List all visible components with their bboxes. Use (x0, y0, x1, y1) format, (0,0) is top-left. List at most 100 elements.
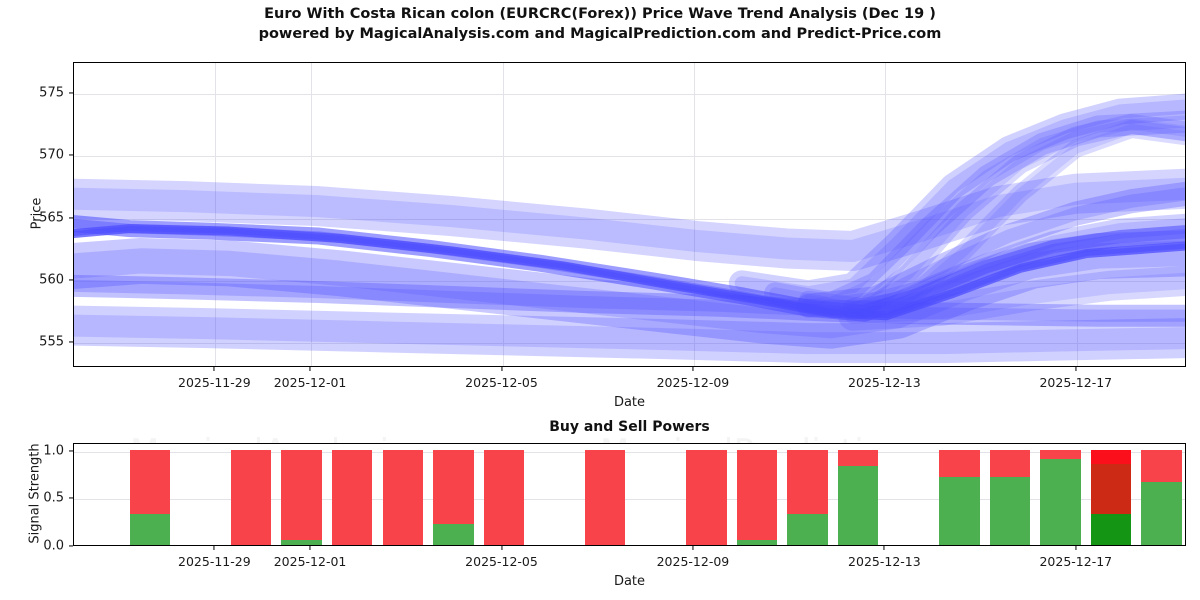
buy-power-segment (736, 540, 778, 545)
x-tick-label: 2025-12-05 (465, 375, 538, 390)
gridline (74, 94, 1185, 96)
sell-power-segment (584, 449, 626, 545)
wave-band-core (74, 177, 1185, 262)
figure-title: Euro With Costa Rican colon (EURCRC(Fore… (0, 4, 1200, 44)
x-tick-label: 2025-12-09 (656, 554, 730, 569)
wave-band (764, 110, 1185, 315)
y-tick-mark (69, 92, 73, 94)
buy-power-segment (989, 477, 1031, 545)
buy-power-segment (787, 514, 828, 545)
wave-band-core (74, 226, 1185, 319)
buy-sell-bar[interactable] (939, 449, 980, 545)
x-tick-mark (692, 546, 694, 550)
buy-sell-bar[interactable] (686, 449, 727, 545)
buy-sell-bar[interactable] (736, 449, 778, 545)
buy-power-segment (1040, 459, 1081, 545)
wave-band (843, 213, 1185, 319)
x-tick-label: 2025-12-05 (465, 554, 538, 569)
buy-sell-bar[interactable] (230, 449, 272, 545)
price-wave-y-axis-label: Price (29, 197, 45, 229)
buy-sell-powers-x-axis-label: Date (613, 574, 646, 589)
price-wave-plot-area (73, 62, 1186, 367)
gridline (74, 451, 1185, 453)
y-tick-label: 0.0 (43, 538, 64, 554)
buy-sell-bar[interactable] (281, 449, 322, 545)
buy-sell-bar[interactable] (332, 449, 373, 545)
gridline (74, 218, 1185, 220)
wave-band (728, 93, 1185, 307)
wave-band-core (734, 99, 1185, 301)
buy-power-segment (837, 465, 879, 545)
wave-band (796, 181, 1185, 318)
x-tick-label: 2025-12-09 (656, 375, 730, 390)
sell-power-segment (939, 449, 980, 478)
wave-band (798, 114, 1185, 319)
buy-sell-bar[interactable] (129, 449, 171, 545)
wave-band-core (74, 279, 1185, 322)
y-tick-label: 560 (39, 272, 64, 288)
buy-sell-bar[interactable] (989, 449, 1031, 545)
x-tick-mark (692, 367, 694, 371)
y-tick-label: 575 (39, 85, 64, 101)
buy-power-segment (1141, 482, 1182, 545)
buy-sell-bar[interactable] (1040, 449, 1081, 545)
x-tick-label: 2025-12-01 (273, 375, 347, 390)
buy-sell-bar[interactable] (1141, 449, 1182, 545)
y-tick-label: 1.0 (43, 443, 64, 459)
buy-sell-bar[interactable] (787, 449, 828, 545)
buy-power-segment (129, 514, 171, 545)
sell-power-segment (1090, 449, 1132, 515)
price-wave-panel: 555 560 565 570 575 2025-11-29 2025-12-01 2025… (29, 62, 1186, 410)
wave-band-core (803, 118, 1185, 314)
gridline (74, 499, 1185, 501)
x-tick-mark (883, 367, 885, 371)
buy-power-segment (939, 477, 980, 545)
y-tick-mark (69, 341, 73, 343)
x-tick-label: 2025-12-17 (1039, 554, 1113, 569)
sell-power-segment (382, 449, 424, 545)
price-wave-x-axis-label: Date (613, 395, 646, 410)
buy-sell-bar[interactable] (584, 449, 626, 545)
wave-band (74, 305, 1185, 364)
x-tick-label: 2025-12-13 (848, 554, 921, 569)
gridline (311, 63, 313, 366)
sell-power-segment (483, 449, 525, 545)
x-tick-mark (1075, 546, 1077, 550)
y-tick-mark (69, 279, 73, 281)
gridline (502, 63, 504, 366)
x-tick-label: 2025-12-17 (1039, 375, 1113, 390)
price-wave-bands (74, 93, 1185, 364)
sell-power-segment (230, 449, 272, 545)
gridline (74, 156, 1185, 158)
wave-band (838, 265, 1185, 331)
buy-sell-bar[interactable] (382, 449, 424, 545)
x-tick-label: 2025-11-29 (178, 554, 251, 569)
x-tick-mark (500, 546, 503, 550)
y-tick-label: 0.5 (43, 490, 64, 506)
sell-power-segment (787, 449, 828, 515)
gridline (885, 63, 887, 366)
wave-band (844, 119, 1185, 320)
wave-band-core (74, 314, 1185, 355)
y-tick-label: 565 (39, 210, 64, 226)
wave-band (74, 274, 1185, 327)
buy-sell-bar[interactable] (1090, 449, 1132, 545)
x-tick-mark (213, 546, 215, 550)
x-tick-mark (309, 546, 311, 550)
x-tick-label: 2025-12-13 (848, 375, 921, 390)
buy-power-segment (1090, 514, 1132, 545)
sell-power-segment (433, 449, 474, 525)
wave-band (74, 168, 1185, 271)
buy-sell-bar[interactable] (433, 449, 474, 545)
gridline (693, 63, 695, 366)
buy-sell-bar[interactable] (837, 449, 879, 545)
wave-band-core (848, 124, 1185, 316)
wave-band-core (801, 187, 1185, 313)
title-line-2: powered by MagicalAnalysis.com and Magic… (258, 26, 942, 42)
x-tick-mark (309, 367, 311, 371)
x-tick-mark (213, 367, 215, 371)
x-tick-label: 2025-12-01 (273, 554, 347, 569)
gridline (215, 63, 217, 366)
buy-sell-bar[interactable] (483, 449, 525, 545)
